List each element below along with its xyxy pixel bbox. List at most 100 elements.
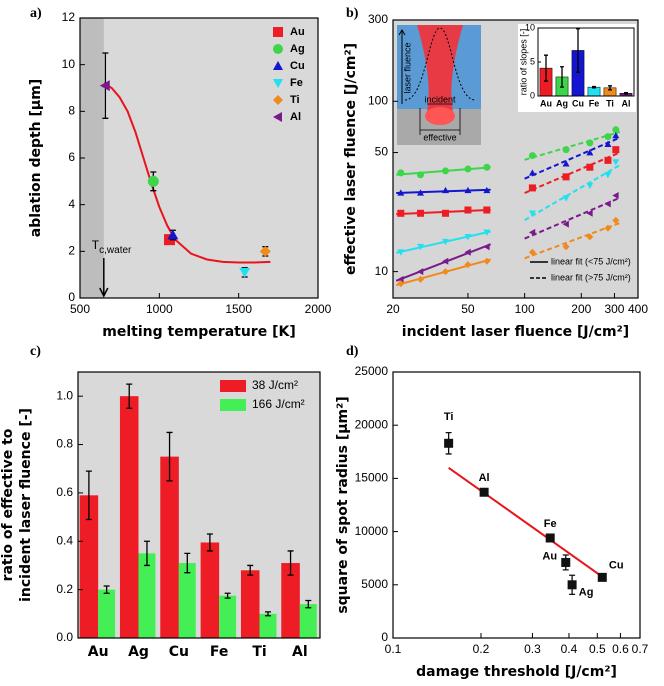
bar (138, 553, 156, 638)
inset-category-label: Al (622, 98, 631, 108)
legend-marker (273, 95, 283, 105)
legend-label: 38 J/cm² (252, 378, 298, 392)
marker (528, 210, 536, 217)
panel-label: c) (30, 344, 41, 359)
annotation-arrow (99, 258, 109, 298)
x-tick-label: Cu (169, 644, 189, 660)
marker (567, 580, 577, 590)
marker (239, 267, 251, 278)
inset-category-label: Fe (589, 98, 600, 108)
marker (562, 243, 570, 251)
legend-label: Ag (290, 43, 305, 55)
marker (441, 167, 449, 175)
x-tick-label: 0.7 (632, 642, 649, 656)
fit-line (524, 222, 621, 260)
y-tick-label: 0 (68, 290, 75, 304)
y-tick-label: 6 (68, 150, 75, 164)
error-bar (560, 66, 564, 88)
x-tick-label: 2000 (305, 302, 332, 316)
legend-label: Fe (290, 77, 303, 89)
diagram-label: effective (423, 132, 456, 142)
error-bar (247, 564, 254, 576)
x-tick-label: 0.4 (561, 642, 578, 656)
marker (604, 200, 611, 208)
inset-category-label: Au (540, 98, 552, 108)
y-tick-label: 12 (62, 10, 76, 24)
inset-y-tick-label: 0 (530, 90, 535, 100)
bar (240, 570, 260, 638)
panel-label: d) (346, 344, 359, 359)
y-tick-label: 10000 (355, 524, 389, 538)
x-tick-label: 100 (515, 302, 535, 316)
x-tick-label: 1000 (146, 302, 173, 316)
marker (259, 245, 271, 257)
y-axis-label: incident laser fluence [-] (18, 408, 34, 602)
legend-label: Al (290, 111, 301, 123)
fit-line (524, 151, 621, 194)
y-tick-label: 100 (368, 93, 388, 107)
error-bar (592, 85, 596, 89)
marker (528, 152, 536, 160)
error-bar (305, 599, 312, 609)
marker (417, 268, 424, 276)
marker (483, 257, 491, 265)
inset-category-label: Ti (606, 98, 614, 108)
fit-line (395, 243, 492, 282)
marker (483, 229, 491, 236)
inset-category-label: Cu (572, 98, 584, 108)
error-bar (184, 552, 191, 574)
error-bar (576, 28, 580, 73)
marker (562, 220, 569, 228)
error-bar (608, 85, 612, 91)
fit-line (524, 164, 621, 222)
marker (483, 243, 490, 251)
fit-curve (103, 82, 271, 264)
y-tick-label: 0.8 (56, 437, 73, 451)
x-axis-label: damage threshold [J/cm²] (416, 664, 617, 680)
legend-marker (273, 44, 283, 54)
inset-y-tick-label: 5 (530, 56, 535, 66)
x-tick-label: 500 (70, 302, 90, 316)
marker (528, 248, 536, 256)
bar (119, 396, 139, 638)
bar (160, 456, 179, 638)
y-tick-label: 2 (68, 244, 75, 258)
legend-marker (273, 61, 283, 70)
marker (604, 224, 612, 232)
y-tick-label: 0.4 (56, 533, 73, 547)
fit-line (524, 196, 621, 240)
marker (612, 159, 620, 166)
y-tick-label: 4 (68, 197, 75, 211)
marker (545, 533, 555, 543)
inset-category-label: Ag (556, 98, 568, 108)
y-axis-label: square of spot radius [µm²] (335, 396, 351, 613)
marker (604, 172, 612, 179)
y-axis-label: effective laser fluence [J/cm²] (343, 43, 359, 275)
error-bar (224, 592, 231, 599)
marker (163, 234, 175, 246)
y-tick-label: 1.0 (56, 388, 73, 402)
bar (200, 542, 220, 638)
x-tick-label: 1500 (225, 302, 252, 316)
y-tick-label: 50 (375, 145, 389, 159)
diagram-beam (417, 25, 463, 112)
y-tick-label: 10 (375, 264, 389, 278)
marker (464, 165, 472, 173)
y-axis-label: ratio of effective to (0, 428, 16, 581)
inset-y-axis-label: ratio of slopes [-] (518, 29, 528, 96)
plot-background (393, 372, 640, 638)
legend-marker (273, 112, 282, 122)
fit-line (395, 230, 491, 254)
marker (612, 131, 620, 139)
marker (441, 186, 449, 194)
x-tick-label: Au (88, 644, 109, 660)
error-bar (126, 383, 133, 409)
marker (397, 275, 404, 283)
y-axis-label: ablation depth [µm] (28, 79, 44, 237)
marker (612, 191, 619, 199)
marker (417, 189, 425, 196)
y-tick-label: 10 (62, 57, 76, 71)
y-tick-label: 5000 (361, 577, 388, 591)
diagram-axis (398, 29, 406, 104)
panel-label: b) (346, 6, 359, 21)
